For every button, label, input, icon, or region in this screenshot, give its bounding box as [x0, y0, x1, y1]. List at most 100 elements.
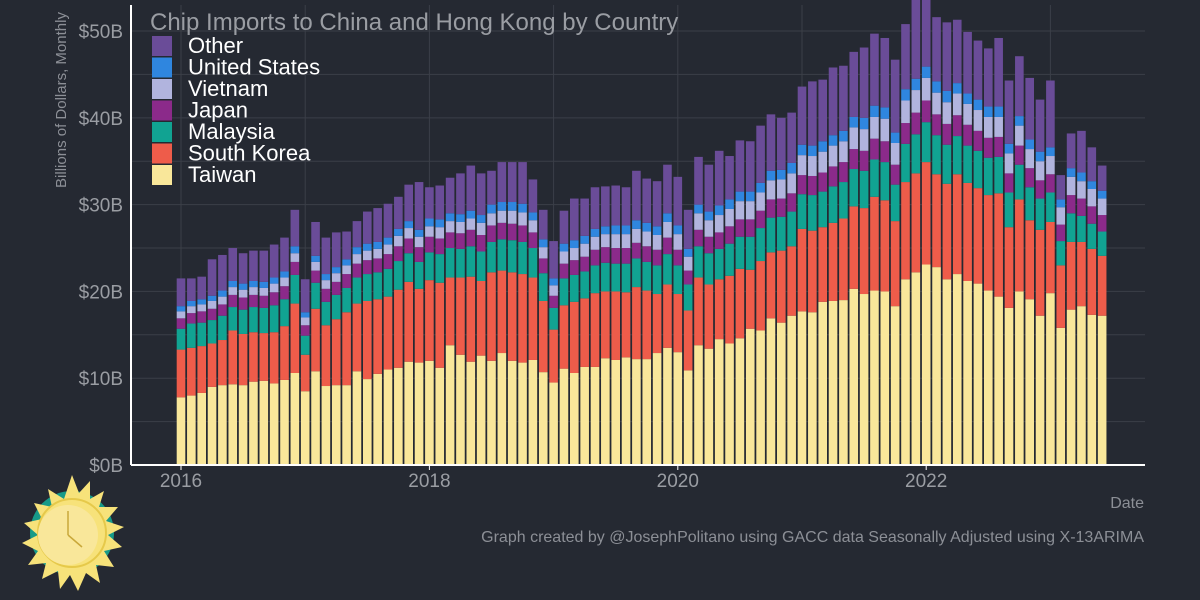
bar-segment-other	[621, 187, 631, 226]
bar-segment-vietnam	[725, 208, 734, 227]
bar-segment-united-states	[828, 135, 838, 146]
bar-segment-united-states	[683, 248, 693, 257]
bar-segment-united-states	[218, 290, 227, 297]
bar-segment-malaysia	[373, 272, 382, 300]
bar-segment-japan	[580, 256, 589, 272]
bar-segment-malaysia	[249, 307, 258, 333]
bar-segment-taiwan	[777, 322, 786, 465]
bar-segment-japan	[994, 136, 1003, 157]
bar-segment-other	[849, 51, 859, 117]
bar-segment-vietnam	[694, 213, 703, 230]
bar-segment-other	[549, 241, 558, 279]
bar-segment-united-states	[1025, 139, 1034, 150]
bar-segment-united-states	[342, 259, 351, 266]
bar-segment-united-states	[228, 281, 238, 288]
bar-segment-united-states	[394, 228, 403, 236]
bar-segment-vietnam	[735, 201, 745, 220]
bar-segment-japan	[818, 172, 827, 192]
bar-segment-malaysia	[394, 261, 403, 290]
bar-segment-united-states	[735, 191, 745, 202]
bar-segment-taiwan	[994, 296, 1003, 465]
bar-segment-united-states	[414, 229, 424, 237]
bar-segment-other	[1087, 147, 1097, 182]
bar-segment-japan	[425, 236, 434, 253]
bar-segment-united-states	[694, 204, 703, 214]
bar-segment-south-korea	[570, 301, 579, 373]
bar-segment-south-korea	[735, 268, 745, 339]
bar-segment-vietnam	[984, 116, 993, 138]
bar-segment-taiwan	[466, 361, 476, 465]
bar-segment-taiwan	[456, 354, 465, 465]
bar-segment-japan	[218, 304, 227, 316]
bar-segment-vietnam	[870, 116, 879, 139]
bar-segment-vietnam	[456, 221, 465, 234]
bar-segment-vietnam	[921, 77, 931, 101]
bar-segment-japan	[601, 247, 610, 263]
bar-segment-taiwan	[756, 330, 765, 465]
bar-segment-south-korea	[373, 299, 382, 374]
bar-segment-south-korea	[921, 162, 931, 265]
bar-segment-malaysia	[218, 315, 227, 341]
bar-segment-south-korea	[756, 261, 765, 331]
bar-segment-malaysia	[238, 309, 248, 334]
bar-segment-japan	[280, 286, 289, 300]
bar-segment-vietnam	[611, 234, 620, 249]
bar-segment-malaysia	[973, 150, 983, 189]
bar-segment-vietnam	[714, 215, 724, 233]
bar-segment-japan	[518, 225, 527, 242]
bar-segment-taiwan	[942, 279, 952, 465]
bar-segment-other	[1015, 56, 1024, 117]
bar-segment-south-korea	[456, 277, 465, 355]
bar-segment-malaysia	[435, 254, 445, 283]
bar-segment-japan	[714, 232, 724, 249]
bar-segment-united-states	[590, 228, 600, 237]
bar-segment-japan	[528, 232, 538, 249]
bar-segment-taiwan	[952, 274, 962, 465]
bar-segment-malaysia	[414, 261, 424, 289]
bar-segment-united-states	[973, 99, 983, 111]
legend-label: South Korea	[188, 141, 311, 166]
legend-label: Other	[188, 33, 243, 58]
y-tick-label: $10B	[79, 369, 123, 390]
bar-segment-vietnam	[228, 287, 238, 295]
bar-segment-other	[249, 250, 258, 281]
bar-segment-japan	[963, 124, 972, 146]
bar-segment-united-states	[818, 141, 827, 152]
bar-segment-vietnam	[1097, 198, 1107, 216]
legend-swatch	[152, 122, 172, 142]
bar-segment-other	[518, 162, 527, 204]
bar-segment-japan	[973, 130, 983, 151]
bar-segment-malaysia	[290, 274, 300, 304]
bar-segment-other	[859, 47, 869, 118]
bar-segment-united-states	[518, 203, 527, 213]
bar-segment-taiwan	[435, 367, 445, 465]
bar-segment-vietnam	[766, 180, 776, 200]
bar-segment-malaysia	[745, 236, 755, 270]
bar-segment-vietnam	[1087, 189, 1097, 207]
bar-segment-united-states	[963, 93, 972, 104]
legend-swatch	[152, 100, 172, 121]
bar-segment-south-korea	[425, 280, 434, 361]
bar-segment-vietnam	[342, 265, 351, 275]
legend-label: United States	[188, 55, 320, 80]
bar-segment-other	[487, 170, 496, 205]
bar-segment-united-states	[1004, 143, 1014, 154]
bar-segment-malaysia	[518, 241, 527, 275]
bar-segment-taiwan	[652, 353, 662, 465]
bar-segment-vietnam	[331, 273, 341, 282]
x-tick-label: 2022	[905, 471, 947, 492]
bar-segment-taiwan	[590, 366, 600, 465]
bar-segment-south-korea	[1046, 221, 1055, 294]
bar-segment-japan	[269, 292, 279, 306]
bar-segment-japan	[901, 123, 910, 144]
bar-segment-malaysia	[921, 122, 931, 163]
bar-segment-other	[176, 278, 186, 307]
bar-segment-vietnam	[300, 317, 310, 326]
bar-segment-taiwan	[228, 384, 238, 465]
bar-segment-japan	[652, 249, 662, 266]
bar-segment-malaysia	[497, 239, 507, 271]
bar-segment-vietnam	[445, 221, 455, 233]
bar-segment-japan	[756, 210, 765, 229]
bar-segment-malaysia	[445, 248, 455, 278]
bar-segment-japan	[921, 100, 931, 123]
